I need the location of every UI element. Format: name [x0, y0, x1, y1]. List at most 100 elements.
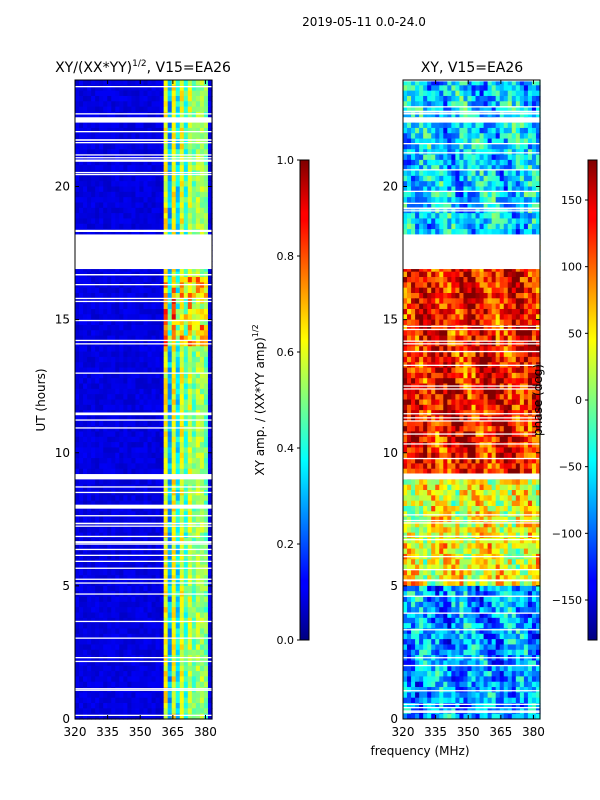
heatmap-cell — [183, 277, 189, 283]
heatmap-cell — [195, 569, 201, 576]
heatmap-cell — [103, 95, 108, 102]
heatmap-cell — [183, 601, 189, 608]
heatmap-cell — [175, 671, 181, 677]
heatmap-cell — [135, 186, 141, 193]
heatmap-cell — [139, 351, 145, 358]
heatmap-cell — [195, 85, 201, 92]
heatmap-cell — [427, 186, 432, 193]
heatmap-cell — [79, 479, 84, 486]
heatmap-cell — [139, 415, 145, 422]
heatmap-cell — [179, 511, 185, 518]
heatmap-cell — [475, 175, 481, 182]
heatmap-cell — [119, 527, 124, 534]
heatmap-cell — [431, 106, 436, 113]
heatmap-cell — [151, 404, 157, 411]
heatmap-cell — [179, 660, 185, 667]
heatmap-cell — [163, 85, 169, 92]
heatmap-cell — [107, 479, 112, 486]
heatmap-cell — [451, 122, 456, 129]
heatmap-cell — [187, 207, 193, 214]
heatmap-cell — [111, 378, 116, 385]
heatmap-cell — [203, 442, 209, 449]
heatmap-cell — [151, 143, 157, 150]
heatmap-cell — [527, 149, 533, 156]
heatmap-cell — [167, 335, 173, 342]
heatmap-cell — [107, 293, 112, 299]
heatmap-cell — [119, 532, 124, 539]
heatmap-cell — [155, 537, 161, 544]
heatmap-cell — [119, 394, 124, 401]
heatmap-cell — [131, 159, 137, 166]
heatmap-cell — [123, 181, 128, 188]
heatmap-cell — [75, 378, 80, 385]
heatmap-cell — [447, 80, 452, 86]
heatmap-cell — [115, 452, 120, 459]
flagged-line — [75, 131, 212, 133]
heatmap-cell — [123, 404, 128, 411]
heatmap-cell — [87, 463, 92, 470]
heatmap-cell — [535, 186, 541, 193]
heatmap-cell — [455, 133, 461, 140]
heatmap-cell — [127, 85, 133, 92]
heatmap-cell — [83, 223, 88, 230]
heatmap-cell — [499, 127, 505, 134]
heatmap-cell — [423, 159, 428, 166]
heatmap-cell — [107, 585, 112, 592]
heatmap-cell — [87, 559, 92, 566]
heatmap-cell — [127, 90, 133, 97]
heatmap-cell — [175, 713, 181, 720]
heatmap-cell — [143, 367, 149, 374]
heatmap-cell — [75, 671, 80, 677]
heatmap-cell — [167, 548, 173, 555]
heatmap-cell — [135, 564, 141, 571]
heatmap-cell — [87, 447, 92, 454]
heatmap-cell — [411, 143, 416, 150]
heatmap-cell — [75, 537, 80, 544]
heatmap-cell — [103, 703, 108, 709]
heatmap-cell — [407, 186, 412, 193]
heatmap-cell — [119, 665, 124, 672]
heatmap-cell — [119, 346, 124, 353]
heatmap-cell — [123, 639, 128, 646]
heatmap-cell — [415, 85, 420, 92]
heatmap-cell — [495, 175, 501, 182]
heatmap-cell — [195, 708, 201, 715]
heatmap-cell — [115, 671, 120, 677]
heatmap-cell — [523, 154, 529, 161]
heatmap-cell — [191, 452, 197, 459]
heatmap-cell — [199, 506, 205, 512]
heatmap-cell — [83, 159, 88, 166]
heatmap-cell — [203, 452, 209, 459]
heatmap-cell — [415, 111, 420, 118]
heatmap-cell — [99, 676, 104, 683]
heatmap-cell — [139, 623, 145, 630]
heatmap-cell — [403, 127, 408, 134]
heatmap-cell — [187, 218, 193, 225]
heatmap-cell — [95, 639, 100, 646]
heatmap-cell — [511, 165, 517, 172]
heatmap-cell — [411, 85, 416, 92]
heatmap-cell — [171, 111, 177, 118]
heatmap-cell — [131, 607, 137, 614]
heatmap-cell — [99, 601, 104, 608]
heatmap-cell — [171, 431, 177, 438]
heatmap-cell — [179, 644, 185, 651]
heatmap-cell — [131, 532, 137, 539]
heatmap-cell — [111, 218, 116, 225]
heatmap-cell — [167, 532, 173, 539]
heatmap-cell — [483, 181, 489, 188]
heatmap-cell — [107, 426, 112, 433]
heatmap-cell — [127, 181, 133, 188]
heatmap-cell — [171, 314, 177, 321]
heatmap-cell — [183, 484, 189, 491]
heatmap-cell — [111, 186, 116, 193]
colorbar-tick-label: 0.2 — [277, 538, 295, 551]
heatmap-cell — [115, 500, 120, 507]
heatmap-cell — [79, 697, 84, 704]
heatmap-cell — [111, 362, 116, 369]
heatmap-cell — [179, 596, 185, 603]
heatmap-cell — [439, 175, 444, 182]
heatmap-cell — [131, 95, 137, 102]
heatmap-cell — [195, 266, 201, 273]
heatmap-cell — [119, 202, 124, 209]
